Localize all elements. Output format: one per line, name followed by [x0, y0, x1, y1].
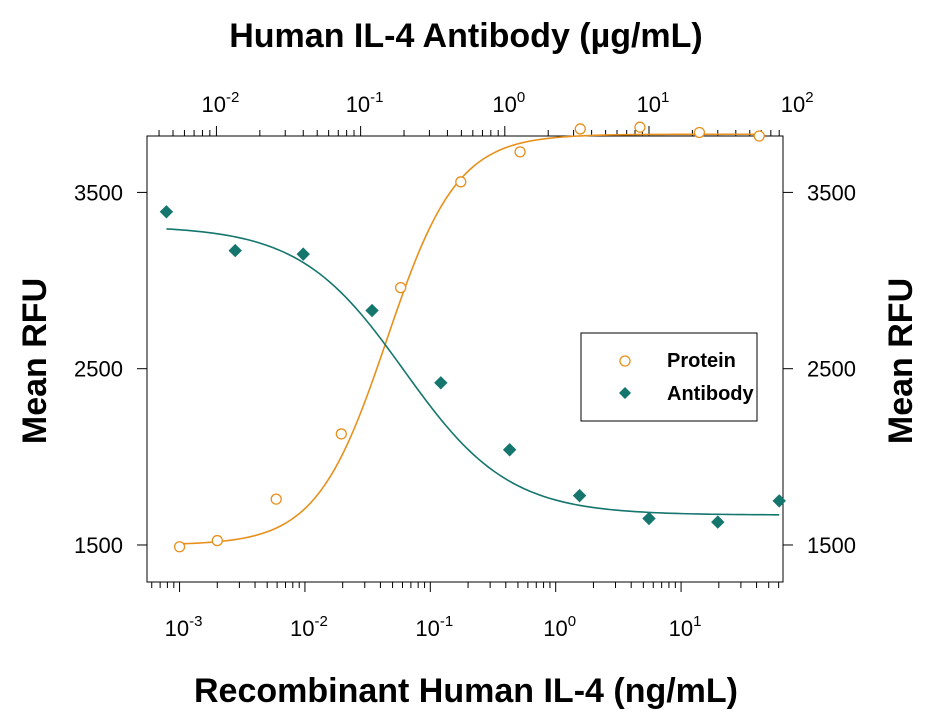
y-left-tick-label: 1500: [74, 533, 123, 558]
data-point-antibody: [365, 303, 379, 318]
fit-curves: [166, 133, 780, 545]
data-point-protein: [574, 123, 586, 135]
data-point-antibody: [228, 243, 242, 258]
x-bottom-tick-label: 101: [669, 613, 702, 641]
data-point-protein: [395, 281, 407, 294]
fit-curve-protein: [179, 133, 760, 545]
legend-circle-icon: [619, 355, 631, 367]
data-point-protein: [270, 493, 282, 505]
x-top-tick-label: 101: [637, 89, 670, 117]
top-axis-title: Human IL-4 Antibody (µg/mL): [229, 17, 703, 55]
x-top-tick-label: 10-2: [202, 89, 240, 117]
legend-box: [580, 332, 758, 422]
right-axis-title: Mean RFU: [882, 278, 920, 444]
data-point-protein: [634, 121, 646, 133]
x-bottom-tick-label: 10-2: [290, 613, 328, 641]
data-points: [159, 121, 786, 553]
data-point-protein: [455, 176, 467, 188]
data-point-protein: [693, 126, 706, 139]
legend-label-antibody: Antibody: [667, 383, 755, 405]
axes-layer: 10-3 10-2 10-1 100 101 10-2 10-1 100 101 102 1500 1…: [74, 89, 856, 641]
data-point-antibody: [434, 376, 448, 390]
y-left-tick-label: 2500: [74, 357, 123, 382]
legend-label-protein: Protein: [667, 350, 736, 372]
x-top-tick-label: 102: [781, 89, 814, 117]
y-right-tick-label: 3500: [807, 180, 856, 205]
fit-curve-antibody: [166, 228, 780, 516]
legend-marker-protein: [619, 355, 631, 367]
legend-marker-antibody: [619, 387, 631, 399]
data-point-protein: [753, 130, 765, 142]
data-point-antibody: [772, 494, 786, 508]
data-point-protein: [335, 428, 347, 440]
left-axis-title: Mean RFU: [16, 278, 54, 444]
y-right-tick-label: 2500: [807, 357, 856, 382]
data-point-antibody: [502, 443, 517, 457]
bottom-axis-title: Recombinant Human IL-4 (ng/mL): [194, 672, 738, 710]
x-top-tick-label: 100: [492, 89, 525, 117]
data-point-antibody: [572, 488, 587, 503]
x-top-tick-label: 10-1: [346, 89, 384, 117]
data-point-antibody: [296, 247, 310, 261]
data-point-antibody: [159, 205, 174, 219]
plot-frame: [146, 135, 784, 583]
legend-diamond-icon: [619, 387, 631, 399]
y-left-tick-label: 3500: [74, 180, 123, 205]
x-bottom-tick-label: 10-1: [415, 613, 453, 641]
data-point-protein: [211, 534, 223, 547]
data-point-antibody: [711, 515, 725, 529]
data-point-protein: [514, 146, 526, 158]
data-point-protein: [173, 541, 186, 553]
x-bottom-tick-label: 100: [543, 613, 576, 641]
legend: Protein Antibody: [580, 332, 758, 422]
data-point-antibody: [642, 511, 656, 526]
y-right-tick-label: 1500: [807, 533, 856, 558]
x-bottom-tick-label: 10-3: [165, 613, 203, 641]
